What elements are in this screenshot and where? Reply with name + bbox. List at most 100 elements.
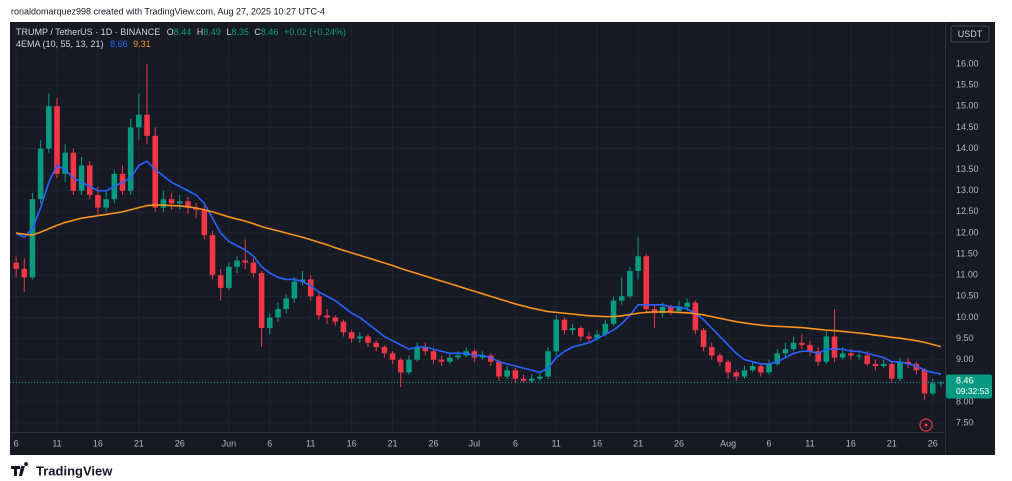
alert-ring[interactable]: [919, 418, 933, 432]
candle-body: [610, 300, 617, 324]
candle-body: [250, 262, 257, 274]
candle-body: [54, 106, 60, 174]
candle-body: [905, 361, 911, 364]
candle-body: [635, 256, 641, 271]
ohlc-value: 8.46: [261, 27, 279, 37]
x-tick-label: 16: [846, 438, 856, 448]
indicator-name: 4EMA (10, 55, 13, 21): [16, 39, 104, 49]
ohlc-value: 8.44: [174, 27, 192, 37]
x-tick-label: 6: [14, 438, 19, 448]
candle-body: [676, 306, 682, 312]
candle-body: [815, 351, 821, 362]
candle-body: [520, 378, 527, 381]
y-tick-label: 16.00: [956, 58, 979, 68]
candle-body: [839, 353, 846, 358]
candle-body: [365, 336, 371, 343]
symbol-legend: TRUMP / TetherUS · 1D · BINANCE O8.44 H8…: [16, 27, 346, 37]
candle-body: [782, 349, 789, 354]
plot: [10, 64, 945, 400]
indicator-value: 9.31: [133, 39, 151, 49]
candle-body: [168, 199, 175, 204]
candle-body: [307, 279, 314, 297]
candle-body: [774, 353, 781, 364]
y-tick-label: 14.00: [956, 143, 979, 153]
candle-body: [389, 353, 396, 360]
x-tick-label: 26: [674, 438, 684, 448]
y-tick-label: 15.00: [956, 101, 979, 111]
candle-body: [242, 260, 249, 263]
candle-body: [569, 328, 576, 331]
alert-bolt[interactable]: [924, 421, 928, 429]
candle-body: [708, 347, 715, 356]
logo-text: TradingView: [36, 463, 113, 478]
candle-body: [848, 353, 854, 356]
candle-body: [332, 317, 339, 322]
x-tick-label: Jun: [222, 438, 237, 448]
candle-body: [144, 114, 150, 136]
candle-body: [578, 328, 584, 337]
currency-box[interactable]: [950, 25, 990, 43]
y-tick-label: 12.50: [956, 206, 979, 216]
candle-body: [831, 336, 838, 358]
y-tick-label: 10.50: [956, 291, 979, 301]
x-tick-label: 6: [267, 438, 272, 448]
ohlc-label: O: [167, 27, 174, 37]
x-tick-label: 11: [52, 438, 61, 448]
candle-body: [152, 135, 159, 208]
candle-body: [790, 342, 797, 350]
candle-body: [283, 298, 289, 310]
x-tick-label: 16: [93, 438, 103, 448]
y-tick-label: 7.50: [956, 417, 974, 427]
logo-mark: [11, 462, 29, 476]
y-tick-label: 10.00: [956, 312, 979, 322]
candle-body: [758, 366, 764, 373]
logo: TradingView: [11, 462, 113, 478]
change: +0.02 (+0.24%): [284, 27, 346, 37]
candle-body: [357, 336, 363, 339]
candle-body: [504, 370, 510, 377]
candle-body: [21, 268, 28, 278]
candle-body: [316, 296, 322, 316]
ohlc-label: C: [254, 27, 261, 37]
candle-body: [872, 363, 879, 367]
candle-body: [201, 209, 208, 236]
candle-body: [889, 363, 895, 379]
candle-body: [447, 357, 453, 362]
candle-body: [430, 351, 437, 360]
x-tick-label: 21: [633, 438, 643, 448]
candle-body: [627, 270, 633, 297]
x-tick-label: Jul: [469, 438, 481, 448]
candle-body: [618, 296, 625, 301]
candle-body: [78, 165, 85, 191]
price-tag: [946, 374, 992, 399]
y-tick-label: 15.50: [956, 80, 979, 90]
candle-body: [692, 302, 699, 331]
x-tick-label: 21: [388, 438, 398, 448]
currency[interactable]: USDT: [958, 29, 983, 39]
candle-body: [127, 127, 134, 191]
candle-body: [528, 378, 535, 381]
candle-body: [561, 319, 568, 331]
alert-icon[interactable]: [919, 418, 933, 432]
candle-body: [766, 363, 772, 373]
candle-body: [397, 359, 404, 373]
y-tick-label: 9.00: [956, 354, 974, 364]
y-tick-label: 13.00: [956, 185, 979, 195]
candle-body: [373, 342, 379, 348]
x-tick-label: 16: [347, 438, 357, 448]
price-tag-countdown: 09:32:53: [956, 386, 989, 396]
x-tick-label: 16: [592, 438, 602, 448]
candle-body: [455, 355, 461, 358]
chart-panel: [10, 22, 995, 455]
candle-body: [643, 256, 650, 310]
candle-body: [136, 114, 142, 128]
candle-body: [921, 370, 928, 394]
candle-body: [741, 370, 748, 377]
ohlc-value: 8.49: [203, 27, 221, 37]
y-tick-label: 13.50: [956, 164, 979, 174]
candle-body: [291, 281, 298, 299]
candle-body: [381, 347, 388, 354]
candle-body: [70, 152, 77, 191]
candle-body: [856, 355, 862, 357]
candle-body: [185, 201, 191, 208]
